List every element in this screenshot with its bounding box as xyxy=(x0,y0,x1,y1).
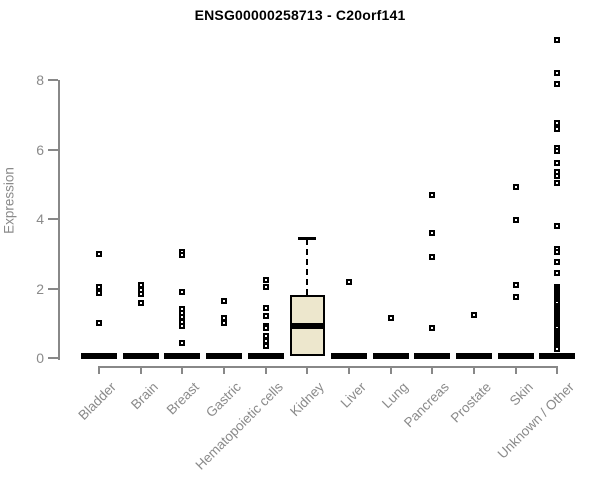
outlier-point xyxy=(429,254,436,261)
collapsed-box xyxy=(164,352,201,359)
outlier-point xyxy=(179,340,186,347)
y-tick-label: 2 xyxy=(36,280,44,297)
outlier-point xyxy=(96,289,102,296)
outlier-point xyxy=(554,81,561,88)
x-axis-tick xyxy=(264,366,267,374)
outlier-point xyxy=(554,179,561,186)
outlier-point xyxy=(554,222,561,229)
outlier-point xyxy=(221,297,228,304)
outlier-point xyxy=(179,322,186,329)
outlier-point xyxy=(221,320,228,327)
outlier-point xyxy=(262,313,269,320)
outlier-point xyxy=(554,160,561,167)
whisker-cap xyxy=(298,237,317,241)
outlier-point xyxy=(262,304,269,311)
collapsed-box xyxy=(372,352,409,359)
outlier-point xyxy=(262,276,269,283)
outlier-point xyxy=(429,229,436,236)
collapsed-box xyxy=(81,352,117,359)
y-axis-line xyxy=(58,80,60,360)
x-axis-tick xyxy=(139,366,142,374)
collapsed-box xyxy=(539,352,576,359)
collapsed-box xyxy=(414,352,451,359)
outlier-point xyxy=(554,346,561,353)
y-tick-label: 4 xyxy=(36,211,44,227)
outlier-point xyxy=(387,315,394,322)
outlier-point xyxy=(512,183,519,190)
outlier-point xyxy=(221,315,228,322)
x-axis-tick xyxy=(98,366,100,374)
outlier-point xyxy=(262,342,269,349)
outlier-point xyxy=(471,311,478,318)
outlier-point xyxy=(554,249,561,255)
y-axis-label: Expression xyxy=(1,167,17,234)
y-axis-tick xyxy=(48,148,58,151)
y-axis-tick xyxy=(48,79,58,81)
x-axis-tick xyxy=(431,366,434,374)
outlier-point xyxy=(512,282,519,289)
collapsed-box xyxy=(206,352,243,359)
collapsed-box xyxy=(497,352,534,359)
outlier-point xyxy=(96,320,102,327)
outlier-point xyxy=(554,37,561,44)
y-tick-label: 8 xyxy=(36,72,44,88)
outlier-point xyxy=(554,70,561,77)
y-axis-tick xyxy=(48,287,58,290)
x-axis-tick xyxy=(389,366,392,374)
y-tick-label: 6 xyxy=(36,141,44,158)
outlier-point xyxy=(179,288,186,295)
x-axis-tick xyxy=(306,366,309,374)
y-axis-tick xyxy=(48,357,58,359)
outlier-point xyxy=(554,120,561,127)
collapsed-box xyxy=(331,352,368,359)
outlier-point xyxy=(179,252,186,259)
outlier-point xyxy=(512,216,519,223)
outlier-point xyxy=(429,192,436,199)
x-axis-tick xyxy=(556,366,559,374)
outlier-point xyxy=(512,294,519,301)
outlier-point xyxy=(554,270,561,277)
y-tick-label: 0 xyxy=(36,350,44,366)
y-axis-tick xyxy=(48,218,58,220)
x-axis-tick xyxy=(181,366,184,374)
outlier-point xyxy=(262,325,269,332)
x-axis-tick xyxy=(223,366,226,374)
collapsed-box xyxy=(247,352,284,359)
outlier-point xyxy=(346,278,353,285)
collapsed-box xyxy=(456,352,493,359)
outlier-point xyxy=(554,172,561,179)
collapsed-box xyxy=(122,352,159,359)
outlier-point xyxy=(429,325,436,332)
chart-title: ENSG00000258713 - C20orf141 xyxy=(194,7,406,23)
median-line xyxy=(289,322,325,329)
x-axis-line xyxy=(99,366,559,368)
outlier-point xyxy=(137,282,144,289)
outlier-point xyxy=(554,148,561,155)
x-axis-tick xyxy=(348,366,351,374)
x-axis-tick xyxy=(473,366,476,374)
x-axis-tick xyxy=(514,366,517,374)
outlier-point xyxy=(554,125,561,132)
whisker-line xyxy=(306,239,309,296)
outlier-point xyxy=(96,250,102,257)
outlier-point xyxy=(554,259,561,266)
outlier-point xyxy=(137,291,144,298)
outlier-point xyxy=(262,283,269,290)
outlier-point xyxy=(96,283,102,290)
outlier-point xyxy=(137,300,144,307)
